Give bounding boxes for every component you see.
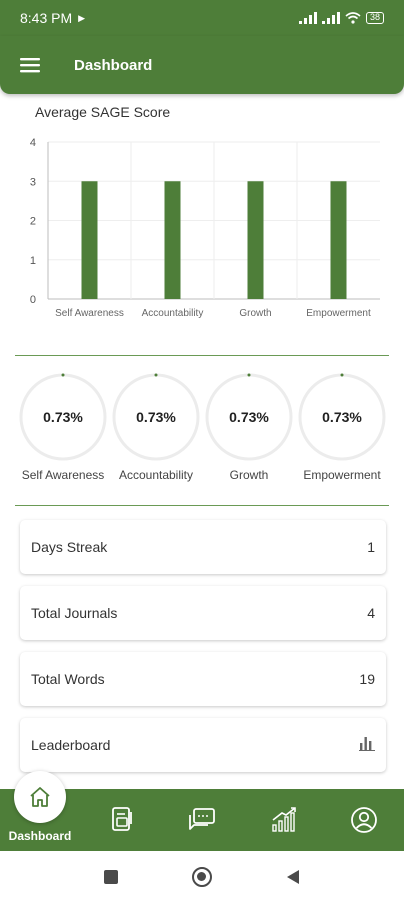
score-ring-growth: 0.73% Growth [204, 372, 294, 482]
profile-icon[interactable] [344, 789, 384, 851]
ring-value: 0.73% [43, 409, 83, 425]
chart-title: Average SAGE Score [35, 104, 171, 120]
y-tick-label: 3 [30, 176, 36, 188]
stat-label: Total Words [31, 671, 105, 687]
home-icon[interactable] [14, 771, 66, 823]
stat-value: 19 [359, 671, 375, 687]
ring-track [112, 373, 200, 461]
divider [15, 505, 389, 506]
total-words-card[interactable]: Total Words 19 [20, 652, 386, 706]
bar [164, 181, 181, 299]
stat-label: Total Journals [31, 605, 118, 621]
total-journals-card[interactable]: Total Journals 4 [20, 586, 386, 640]
wifi-icon [345, 12, 361, 24]
recent-apps-icon[interactable] [104, 870, 118, 884]
ring-track [205, 373, 293, 461]
score-ring-empowerment: 0.73% Empowerment [297, 372, 387, 482]
media-play-icon: ▶ [78, 12, 86, 23]
growth-chart-icon[interactable] [264, 789, 304, 851]
y-tick-label: 4 [30, 137, 36, 149]
ring-track [19, 373, 107, 461]
app-bar: Dashboard [0, 36, 404, 94]
x-tick-label: Growth [239, 308, 271, 319]
bottom-nav: Dashboard [0, 771, 404, 851]
leaderboard-card[interactable]: Leaderboard [20, 718, 386, 772]
score-ring-accountability: 0.73% Accountability [111, 372, 201, 482]
days-streak-card[interactable]: Days Streak 1 [20, 520, 386, 574]
ring-value: 0.73% [322, 409, 362, 425]
stat-value: 4 [367, 605, 375, 621]
y-tick-label: 0 [30, 294, 36, 306]
back-icon[interactable] [285, 869, 301, 885]
ring-label: Self Awareness [21, 468, 105, 482]
system-nav-bar [0, 851, 404, 900]
signal-icon [298, 12, 317, 24]
hamburger-menu-icon[interactable] [0, 36, 60, 94]
battery-icon: 38 [365, 12, 384, 24]
status-bar: 8:43 PM ▶ 38 [0, 0, 404, 36]
bar [330, 181, 347, 299]
y-tick-label: 2 [30, 216, 36, 228]
page-title: Dashboard [74, 56, 153, 74]
status-icons: 38 [298, 12, 384, 24]
chat-icon[interactable] [182, 789, 222, 851]
ring-value: 0.73% [229, 409, 269, 425]
journal-icon[interactable] [102, 789, 142, 851]
bar [247, 181, 264, 299]
x-tick-label: Self Awareness [55, 308, 124, 319]
status-time: 8:43 PM [20, 10, 73, 26]
ring-label: Growth [229, 468, 269, 482]
divider [15, 355, 389, 356]
ring-label: Accountability [118, 468, 194, 482]
home-circle-icon[interactable] [192, 867, 212, 887]
ring-label: Empowerment [303, 468, 381, 482]
x-tick-label: Empowerment [306, 308, 371, 319]
nav-label-dashboard[interactable]: Dashboard [8, 829, 72, 843]
score-ring-self-awareness: 0.73% Self Awareness [18, 372, 108, 482]
x-tick-label: Accountability [142, 308, 204, 319]
stat-label: Leaderboard [31, 737, 111, 753]
stat-value: 1 [367, 539, 375, 555]
ring-value: 0.73% [136, 409, 176, 425]
signal-icon-2 [321, 12, 340, 24]
bar [81, 181, 98, 299]
bar-chart: 0 1 2 3 4 Self Awareness Accountability Growth E… [30, 137, 380, 319]
bar-chart-icon [359, 736, 375, 754]
stat-label: Days Streak [31, 539, 108, 555]
ring-track [298, 373, 386, 461]
y-tick-label: 1 [30, 255, 36, 267]
